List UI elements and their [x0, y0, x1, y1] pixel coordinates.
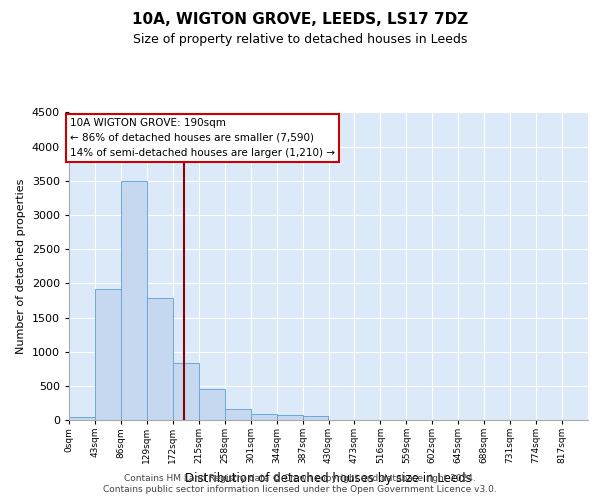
Text: Size of property relative to detached houses in Leeds: Size of property relative to detached ho…	[133, 32, 467, 46]
Bar	[277, 415, 302, 420]
Bar	[199, 389, 224, 420]
Text: 10A, WIGTON GROVE, LEEDS, LS17 7DZ: 10A, WIGTON GROVE, LEEDS, LS17 7DZ	[132, 12, 468, 28]
Bar	[69, 416, 95, 420]
Text: 10A WIGTON GROVE: 190sqm
← 86% of detached houses are smaller (7,590)
14% of sem: 10A WIGTON GROVE: 190sqm ← 86% of detach…	[70, 118, 335, 158]
Bar	[251, 414, 277, 420]
Bar	[121, 181, 147, 420]
Bar	[224, 408, 251, 420]
Text: Contains HM Land Registry data © Crown copyright and database right 2024.: Contains HM Land Registry data © Crown c…	[124, 474, 476, 483]
Bar	[302, 416, 329, 420]
Bar	[147, 298, 173, 420]
X-axis label: Distribution of detached houses by size in Leeds: Distribution of detached houses by size …	[185, 472, 472, 484]
Bar	[95, 289, 121, 420]
Bar	[173, 364, 199, 420]
Text: Contains public sector information licensed under the Open Government Licence v3: Contains public sector information licen…	[103, 486, 497, 494]
Y-axis label: Number of detached properties: Number of detached properties	[16, 178, 26, 354]
